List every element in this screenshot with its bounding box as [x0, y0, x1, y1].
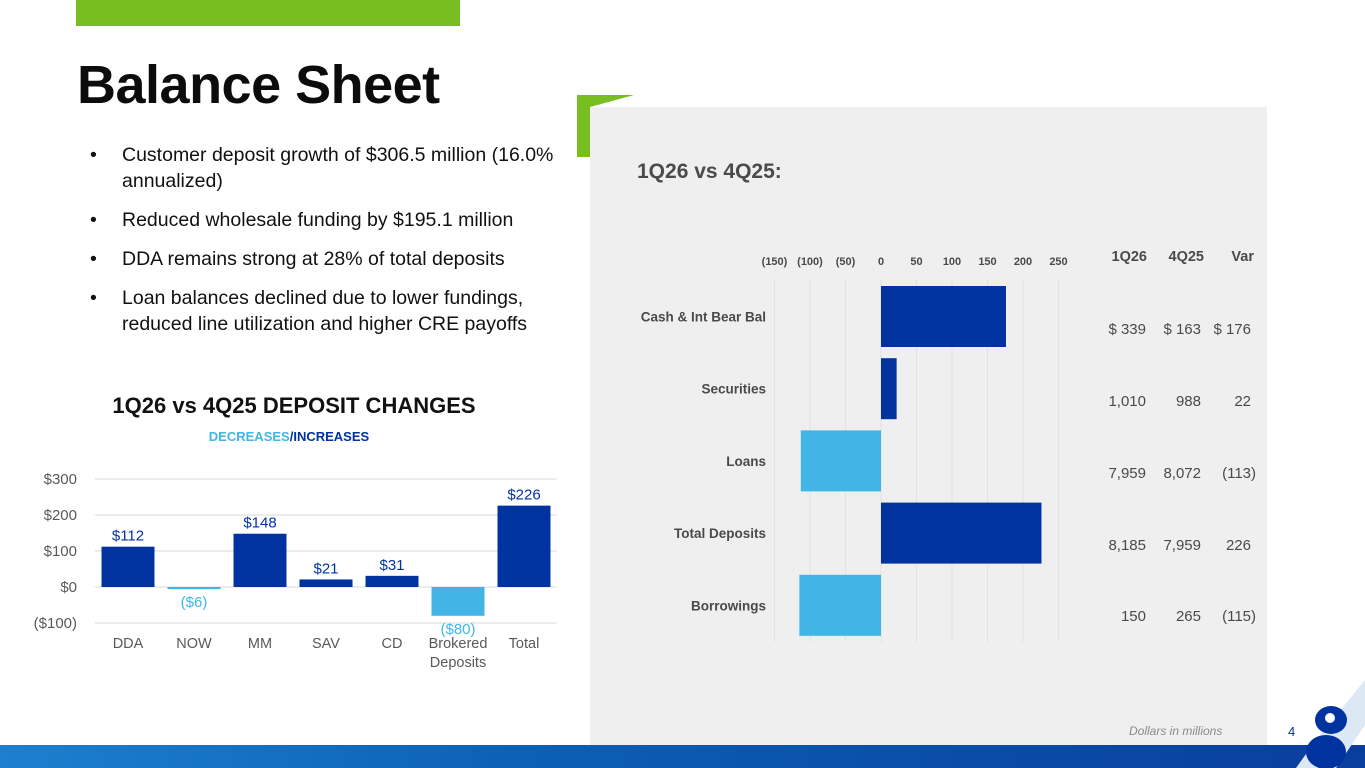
- bar: [799, 574, 881, 636]
- category-label: Cash & Int Bear Bal: [641, 310, 766, 325]
- y-tick-label: $100: [44, 543, 77, 560]
- x-tick-label: Brokered: [429, 636, 488, 652]
- y-tick-label: $300: [44, 471, 77, 488]
- data-label: $148: [243, 515, 276, 532]
- data-label: ($80): [440, 621, 475, 638]
- subtitle-decreases: DECREASES: [208, 429, 290, 444]
- y-tick-label: $200: [44, 507, 77, 524]
- x-tick-label: 200: [1014, 256, 1032, 268]
- x-tick-label: 50: [910, 256, 922, 268]
- bar: [299, 579, 353, 587]
- value-1q26: 8,185: [1108, 537, 1146, 554]
- x-tick-label: (100): [797, 256, 823, 268]
- x-tick-label: SAV: [312, 636, 340, 652]
- category-label: Total Deposits: [674, 526, 766, 541]
- x-tick-label: (50): [836, 256, 856, 268]
- x-tick-label: 0: [878, 256, 884, 268]
- footer-band: [0, 745, 1365, 768]
- value-var: (113): [1222, 465, 1256, 482]
- balance-panel: [590, 107, 1267, 747]
- bar: [365, 575, 419, 587]
- x-tick-label: (150): [762, 256, 788, 268]
- bar: [800, 430, 881, 492]
- value-var: $ 176: [1213, 321, 1251, 338]
- accent-bar: [76, 0, 460, 26]
- value-var: 22: [1234, 393, 1251, 410]
- value-4q25: 988: [1175, 393, 1201, 410]
- bar: [167, 587, 221, 590]
- bar: [881, 358, 897, 420]
- value-1q26: $ 339: [1108, 321, 1146, 338]
- value-4q25: $ 163: [1163, 321, 1201, 338]
- value-1q26: 150: [1120, 608, 1146, 625]
- value-1q26: 1,010: [1108, 393, 1146, 410]
- ampersand-logo: [1296, 680, 1365, 768]
- value-1q26: 7,959: [1108, 465, 1146, 482]
- bullet-item: DDA remains strong at 28% of total depos…: [90, 246, 560, 272]
- header-4q25: 4Q25: [1168, 249, 1204, 265]
- header-1q26: 1Q26: [1111, 249, 1147, 265]
- x-tick-label: CD: [382, 636, 403, 652]
- corner-accent: [577, 95, 634, 157]
- bar: [431, 587, 485, 616]
- bar: [881, 502, 1042, 564]
- category-label: Securities: [701, 382, 766, 397]
- x-tick-label: DDA: [113, 636, 144, 652]
- subtitle-increases: INCREASES: [293, 429, 370, 444]
- data-label: $112: [112, 528, 144, 545]
- bullet-item: Customer deposit growth of $306.5 millio…: [90, 142, 560, 194]
- deposit-changes-chart: $300 $200 $100 $0 ($100) $112 DDA ($6) NOW $148 MM…: [34, 471, 557, 671]
- category-label: Loans: [726, 454, 766, 469]
- bar: [101, 546, 155, 587]
- subtitle-separator: /: [289, 429, 294, 444]
- x-tick-label: 150: [978, 256, 996, 268]
- y-tick-label: ($100): [34, 615, 77, 632]
- bullet-item: Loan balances declined due to lower fund…: [90, 285, 560, 337]
- balance-changes-chart: (150) (100) (50) 0 50 100 150 200 250 Cash & Int …: [641, 256, 1068, 642]
- page-number: 4: [1288, 724, 1296, 739]
- bullet-item: Reduced wholesale funding by $195.1 mill…: [90, 207, 560, 233]
- value-4q25: 8,072: [1163, 465, 1201, 482]
- value-var: (115): [1222, 608, 1256, 625]
- bar: [497, 505, 551, 587]
- bar: [881, 286, 1006, 347]
- x-tick-label: NOW: [176, 636, 212, 652]
- deposit-chart-subtitle: DECREASES/INCREASES: [0, 429, 578, 444]
- y-tick-label: $0: [60, 579, 77, 596]
- panel-title: 1Q26 vs 4Q25:: [637, 160, 782, 183]
- bar: [233, 533, 287, 587]
- x-tick-label: 250: [1049, 256, 1067, 268]
- value-var: 226: [1225, 537, 1251, 554]
- data-label: $226: [507, 487, 540, 504]
- data-label: $31: [379, 557, 404, 574]
- x-tick-label: Deposits: [430, 655, 486, 671]
- data-label: ($6): [181, 594, 208, 611]
- deposit-chart-title: 1Q26 vs 4Q25 DEPOSIT CHANGES: [112, 393, 476, 418]
- bullet-list: Customer deposit growth of $306.5 millio…: [90, 142, 560, 350]
- x-tick-label: Total: [509, 636, 540, 652]
- data-label: $21: [313, 560, 338, 577]
- x-tick-label: 100: [943, 256, 961, 268]
- header-var: Var: [1231, 249, 1254, 265]
- footnote: Dollars in millions: [1129, 724, 1223, 738]
- page-title: Balance Sheet: [77, 55, 440, 115]
- x-tick-label: MM: [248, 636, 272, 652]
- category-label: Borrowings: [691, 598, 766, 613]
- table-header: 1Q26 4Q25 Var: [1098, 249, 1258, 269]
- value-4q25: 265: [1175, 608, 1201, 625]
- value-4q25: 7,959: [1163, 537, 1201, 554]
